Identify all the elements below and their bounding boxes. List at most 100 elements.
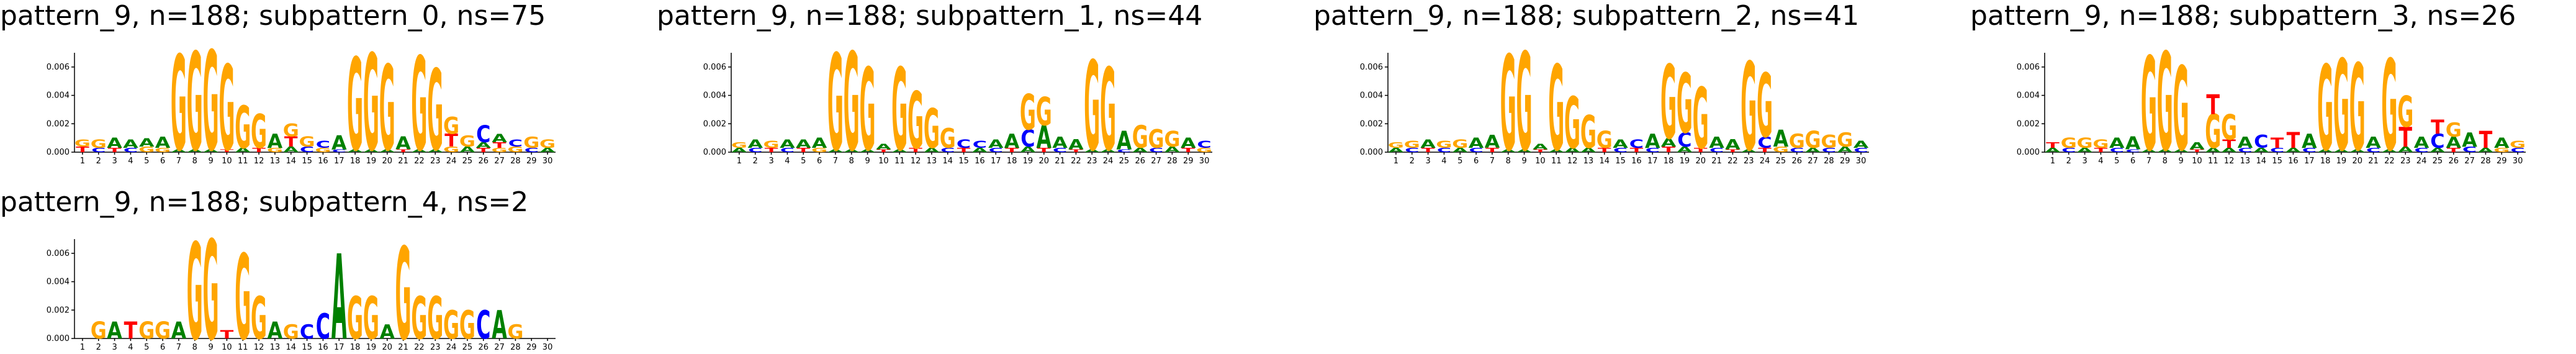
x-tick-label: 19 [366,343,377,352]
logo-letter: C [1117,149,1131,153]
x-tick-label: 4 [1441,157,1446,166]
logo-letter: G [891,45,907,176]
y-tick-label: 0.000 [47,334,70,343]
logo-letter: A [1132,147,1148,153]
logo-letter: T [877,149,891,153]
logo-letter: A [988,138,1004,152]
logo-letter: C [316,139,330,150]
x-tick-label: 14 [1599,157,1610,166]
x-tick-label: 26 [2448,157,2459,166]
logo-letter: A [2286,147,2302,153]
logo-letter: C [940,147,955,153]
logo-letter: T [2431,116,2444,138]
x-tick-label: 24 [2416,157,2427,166]
x-tick-label: 11 [2208,157,2218,166]
logo-letter: G [1036,89,1052,135]
x-tick-label: 21 [398,157,408,166]
logo-letter: A [1485,132,1500,153]
logo-letter: T [1070,149,1083,153]
x-tick-label: 7 [1490,157,1495,166]
logo-letter: T [76,145,89,155]
y-tick-label: 0.006 [47,249,70,258]
logo-letter: A [2430,147,2446,153]
panel-title: pattern_9, n=188; subpattern_4, ns=2 [0,186,528,218]
x-tick-label: 4 [785,157,790,166]
logo-letter: G [1516,25,1533,181]
logo-letter: A [348,149,363,153]
logo-letter: A [155,133,171,152]
x-tick-label: 3 [768,157,773,166]
logo-letter: A [1164,145,1180,155]
x-tick-label: 25 [462,343,473,352]
logo-letter: A [1036,119,1052,156]
logo-letter: C [748,147,762,153]
logo-letter: T [909,147,922,153]
logo-letter: G [1148,124,1164,154]
logo-letter: G [443,145,459,155]
logo-letter: C [973,139,987,150]
logo-letter: G [523,133,539,152]
y-tick-label: 0.002 [2017,119,2040,129]
logo-letter: T [1421,147,1435,153]
x-tick-label: 23 [2400,157,2411,166]
x-tick-label: 25 [2433,157,2443,166]
logo-letter: C [1469,147,1483,153]
x-tick-label: 8 [192,157,197,166]
x-tick-label: 14 [286,157,296,166]
x-tick-label: 29 [526,157,537,166]
logo-letter: G [2092,138,2109,152]
logo-letter: C [2061,147,2076,153]
logo-letter: G [1660,44,1677,162]
logo-letter: C [780,147,795,153]
logo-letter: A [107,136,122,152]
logo-letter: A [1549,149,1564,153]
y-tick-label: 0.006 [47,63,70,72]
logo-letter: G [2221,106,2237,148]
x-tick-label: 6 [1474,157,1479,166]
logo-letter: T [796,147,810,153]
x-tick-label: 16 [318,157,328,166]
logo-letter: A [732,147,748,153]
logo-letter: G [251,284,267,353]
logo-letter: T [1630,147,1644,153]
logo-letter: G [507,321,523,343]
y-tick-label: 0.006 [703,63,726,72]
x-tick-label: 3 [112,157,117,166]
logo-letter: C [476,122,490,148]
logo-letter: G [844,25,860,181]
x-tick-label: 17 [1647,157,1658,166]
logo-letter: G [1805,127,1821,154]
logo-letter: A [1181,136,1196,152]
x-tick-label: 17 [2304,157,2315,166]
logo-letter: A [1101,149,1116,153]
logo-letter: T [220,149,234,153]
logo-letter: G [1596,127,1613,154]
y-tick-label: 0.002 [703,119,726,129]
logo-letter: A [379,149,395,153]
x-tick-label: 23 [1744,157,1754,166]
logo-letter: A [1533,142,1548,152]
logo-letter: G [443,113,459,140]
logo-letter: T [1726,149,1740,153]
logo-letter: A [1581,147,1597,153]
logo-letter: C [1709,147,1724,153]
x-tick-label: 9 [2178,157,2183,166]
logo-letter: T [2191,149,2204,153]
x-tick-label: 29 [2497,157,2507,166]
x-tick-label: 21 [1711,157,1722,166]
x-tick-label: 17 [334,157,345,166]
logo-letter: A [2157,149,2173,153]
logo-letter: A [780,138,796,152]
logo-letter: G [459,132,475,150]
logo-letter: T [2046,141,2060,150]
logo-letter: G [235,230,251,354]
logo-letter: T [2271,136,2284,152]
logo-letter: G [1436,139,1452,150]
logo-letter: T [1598,147,1611,153]
logo-panel: pattern_9, n=188; subpattern_0, ns=75 0.0… [0,0,556,181]
logo-letter: G [155,318,171,345]
x-tick-label: 17 [334,343,345,352]
logo-letter: C [1677,129,1691,152]
logo-letter: G [1164,127,1180,152]
logo-letter: A [268,318,283,345]
